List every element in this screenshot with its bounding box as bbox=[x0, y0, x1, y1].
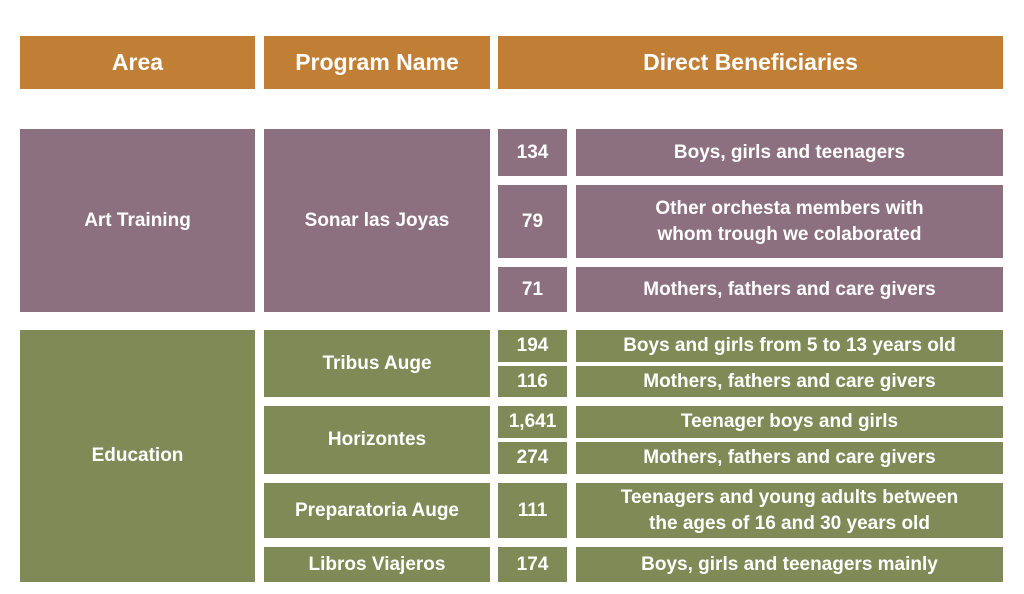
beneficiary-group: Mothers, fathers and care givers bbox=[576, 366, 1003, 397]
beneficiary-group: Boys, girls and teenagers mainly bbox=[576, 547, 1003, 582]
area-education: Education bbox=[20, 330, 255, 582]
program-horizontes: Horizontes bbox=[264, 406, 490, 474]
beneficiary-count: 111 bbox=[498, 483, 567, 538]
program-tribus-auge: Tribus Auge bbox=[264, 330, 490, 397]
beneficiary-group: Mothers, fathers and care givers bbox=[576, 442, 1003, 474]
header-direct-beneficiaries: Direct Beneficiaries bbox=[498, 36, 1003, 89]
beneficiary-count: 79 bbox=[498, 185, 567, 258]
header-program-name: Program Name bbox=[264, 36, 490, 89]
beneficiary-count: 134 bbox=[498, 129, 567, 176]
beneficiary-group: Mothers, fathers and care givers bbox=[576, 267, 1003, 312]
beneficiary-count: 194 bbox=[498, 330, 567, 362]
beneficiary-group: Other orchesta members with whom trough … bbox=[576, 185, 1003, 258]
program-libros-viajeros: Libros Viajeros bbox=[264, 547, 490, 582]
beneficiary-count: 174 bbox=[498, 547, 567, 582]
beneficiary-group: Teenagers and young adults between the a… bbox=[576, 483, 1003, 538]
program-sonar-las-joyas: Sonar las Joyas bbox=[264, 129, 490, 312]
beneficiary-count: 71 bbox=[498, 267, 567, 312]
beneficiary-group: Boys, girls and teenagers bbox=[576, 129, 1003, 176]
beneficiary-group: Teenager boys and girls bbox=[576, 406, 1003, 438]
header-area: Area bbox=[20, 36, 255, 89]
beneficiary-count: 1,641 bbox=[498, 406, 567, 438]
beneficiary-count: 116 bbox=[498, 366, 567, 397]
beneficiary-group: Boys and girls from 5 to 13 years old bbox=[576, 330, 1003, 362]
program-preparatoria-auge: Preparatoria Auge bbox=[264, 483, 490, 538]
beneficiary-count: 274 bbox=[498, 442, 567, 474]
area-art-training: Art Training bbox=[20, 129, 255, 312]
